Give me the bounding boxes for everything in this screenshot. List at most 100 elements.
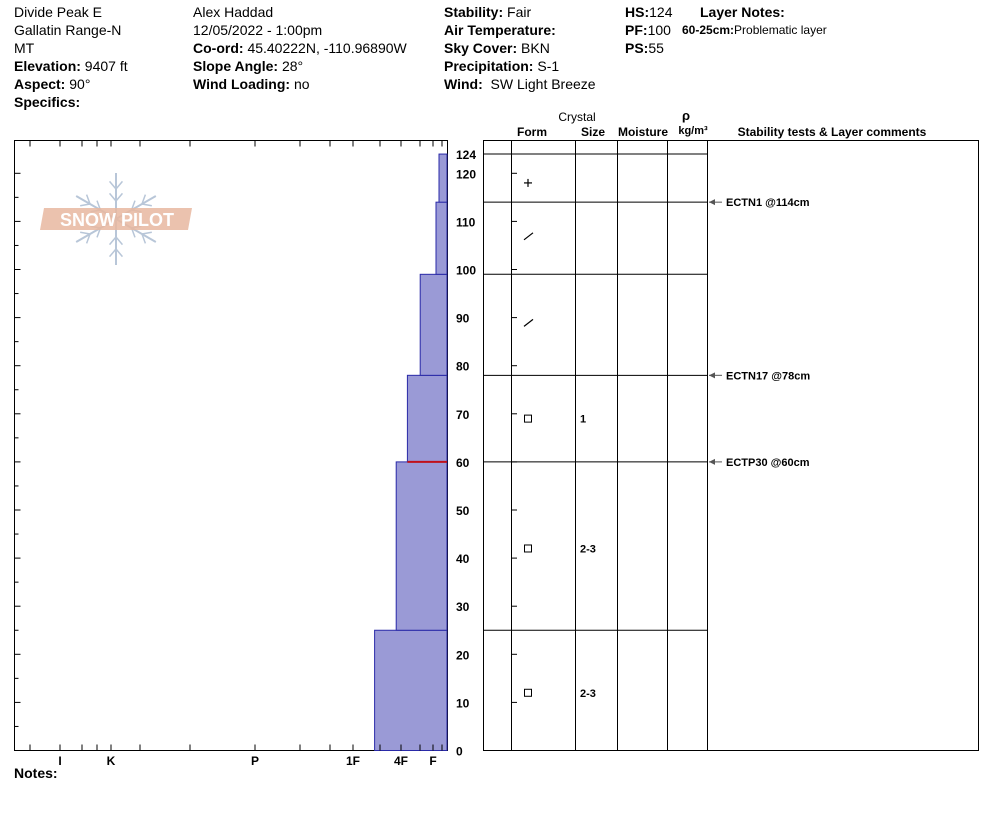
pf-value: 100 <box>647 22 671 38</box>
crystal-form-rounded-facet <box>523 318 534 327</box>
hardness-layer-bar <box>419 273 448 376</box>
size-header: Size <box>581 125 605 139</box>
hardness-label: K <box>107 754 116 768</box>
crystal-header: Crystal <box>558 110 595 124</box>
coord-label: Co-ord: <box>193 40 244 56</box>
form-header: Form <box>517 125 547 139</box>
precip-label: Precipitation: <box>444 58 534 74</box>
hardness-label: 1F <box>346 754 360 768</box>
wind-label: Wind: <box>444 76 483 92</box>
hardness-plot-frame <box>14 140 448 751</box>
logo-snowflake-branch <box>85 233 91 244</box>
hardness-layer-bar <box>374 629 448 751</box>
logo-snowflake-branch <box>108 248 117 258</box>
layer-boundaries <box>483 153 708 631</box>
header-observer-info: Alex Haddad 12/05/2022 - 1:00pm Co-ord: … <box>193 3 407 93</box>
logo-snowflake-branch <box>115 236 124 246</box>
depth-label: 80 <box>456 360 470 374</box>
specifics-row: Specifics: <box>14 93 128 111</box>
wind-value: SW Light Breeze <box>490 76 596 92</box>
ps-label: PS: <box>625 40 649 56</box>
slope-value: 28° <box>281 58 304 74</box>
wind-loading-label: Wind Loading: <box>193 76 291 92</box>
logo-snowflake-branch <box>141 194 147 205</box>
aspect-value: 90° <box>69 76 91 92</box>
density-symbol: ρ <box>682 108 690 123</box>
layer-notes-label: Layer Notes: <box>700 4 785 20</box>
stability-row: Stability: Fair <box>444 3 596 21</box>
logo-snowflake-branch <box>141 231 152 235</box>
layer-note-row: 60-25cm:Problematic layer <box>682 21 827 39</box>
elevation-row: Elevation: 9407 ft <box>14 57 128 75</box>
depth-label: 120 <box>456 167 476 181</box>
logo-snowflake-branch <box>80 203 91 207</box>
aspect-label: Aspect: <box>14 76 66 92</box>
sky-value: BKN <box>521 40 550 56</box>
hardness-layer-bar <box>406 374 448 463</box>
depth-label: 20 <box>456 648 470 662</box>
logo-snowflake-branch <box>141 233 147 244</box>
depth-label: 70 <box>456 408 470 422</box>
hardness-layer-bar <box>438 153 448 203</box>
hs-depth-label: 124 <box>456 148 476 162</box>
logo-snowflake-branch <box>108 236 117 246</box>
specifics-label: Specifics: <box>14 94 81 110</box>
layer-table-columns <box>511 140 708 751</box>
logo-snowflake-branch <box>108 192 117 202</box>
depth-label: 60 <box>456 456 470 470</box>
air-temp-label: Air Temperature: <box>444 22 556 38</box>
slope-row: Slope Angle: 28° <box>193 57 407 75</box>
hardness-layer-bar <box>395 461 448 631</box>
moisture-header: Moisture <box>618 125 668 139</box>
depth-label: 40 <box>456 552 470 566</box>
hardness-layer-bar <box>435 201 448 275</box>
wind-loading-row: Wind Loading: no <box>193 75 407 93</box>
depth-label: 10 <box>456 696 470 710</box>
header-depth-info: HS:124 PF:100 PS:55 <box>625 3 672 57</box>
logo-banner <box>40 208 192 230</box>
wind-row: Wind: SW Light Breeze <box>444 75 596 93</box>
location-name: Divide Peak E <box>14 4 102 20</box>
hardness-label: F <box>429 754 436 768</box>
sky-label: Sky Cover: <box>444 40 518 56</box>
test-arrow-head <box>709 458 715 465</box>
precip-row: Precipitation: S-1 <box>444 57 596 75</box>
layer-note-text: Problematic layer <box>734 23 827 37</box>
hardness-axis: I K P 1F 4F F <box>29 140 443 768</box>
crystal-size: 2-3 <box>580 688 596 700</box>
pf-row: PF:100 <box>625 21 672 39</box>
crystal-rows: 1 2-3 2-3 <box>523 178 596 700</box>
density-unit: kg/m³ <box>678 125 708 137</box>
test-arrow-head <box>709 372 715 379</box>
stability-header: Stability tests & Layer comments <box>738 125 927 139</box>
elevation-value: 9407 ft <box>84 58 128 74</box>
ps-value: 55 <box>648 40 664 56</box>
coord-row: Co-ord: 45.40222N, -110.96890W <box>193 39 407 57</box>
depth-label: 0 <box>456 745 463 759</box>
stability-value: Fair <box>507 4 532 20</box>
crystal-form-rounded-facet <box>523 232 534 241</box>
hardness-label: P <box>251 754 259 768</box>
hardness-layers <box>374 153 448 751</box>
observer-name: Alex Haddad <box>193 4 274 20</box>
test-arrow-head <box>709 199 715 206</box>
stability-test-label: ECTP30 @60cm <box>726 457 810 469</box>
layer-note-depth: 60-25cm: <box>682 23 735 37</box>
range-name: Gallatin Range-N <box>14 22 122 38</box>
ps-row: PS:55 <box>625 39 672 57</box>
layer-table-frame <box>483 140 979 751</box>
precip-value: S-1 <box>537 58 560 74</box>
hs-label: HS: <box>625 4 650 20</box>
sky-row: Sky Cover: BKN <box>444 39 596 57</box>
logo-snowflake-branch <box>141 203 152 207</box>
stability-test-label: ECTN1 @114cm <box>726 197 810 209</box>
logo-snowflake-branch <box>80 231 91 235</box>
aspect-row: Aspect: 90° <box>14 75 128 93</box>
wind-loading-value: no <box>293 76 310 92</box>
crystal-size: 1 <box>580 414 586 426</box>
snowpilot-logo: SNOW PILOT <box>40 173 192 265</box>
header-weather-info: Stability: Fair Air Temperature: Sky Cov… <box>444 3 596 93</box>
crystal-size: 2-3 <box>580 543 596 555</box>
crystal-form-facet <box>524 414 532 423</box>
